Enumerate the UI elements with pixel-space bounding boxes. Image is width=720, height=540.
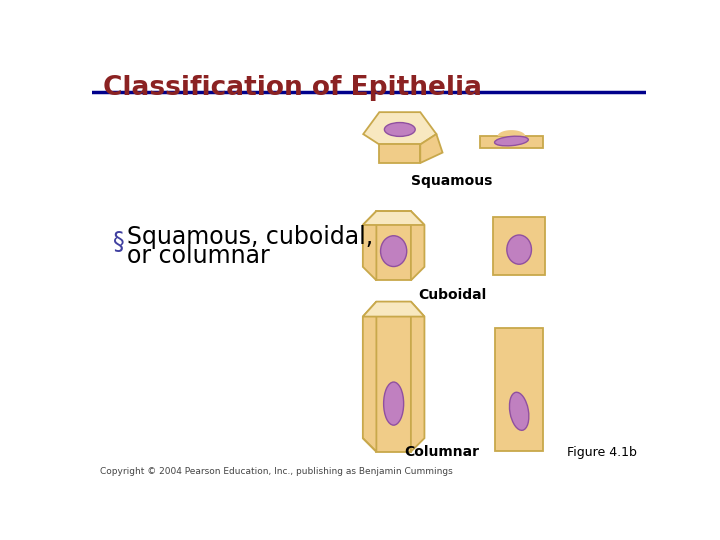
Text: Squamous, cuboidal,: Squamous, cuboidal, [127, 225, 374, 249]
Ellipse shape [384, 123, 415, 137]
Polygon shape [377, 211, 411, 280]
Text: Cuboidal: Cuboidal [418, 288, 486, 302]
Polygon shape [411, 211, 425, 280]
Text: Squamous: Squamous [411, 174, 493, 188]
Text: §: § [113, 230, 125, 254]
Polygon shape [363, 211, 425, 225]
Text: Copyright © 2004 Pearson Education, Inc., publishing as Benjamin Cummings: Copyright © 2004 Pearson Education, Inc.… [99, 467, 452, 476]
FancyBboxPatch shape [495, 328, 543, 451]
Text: Columnar: Columnar [404, 445, 479, 459]
Text: or columnar: or columnar [127, 244, 270, 268]
Ellipse shape [384, 382, 404, 425]
Ellipse shape [495, 136, 528, 146]
Polygon shape [363, 301, 377, 452]
Polygon shape [420, 134, 443, 163]
Ellipse shape [510, 392, 529, 430]
Polygon shape [363, 112, 436, 145]
Ellipse shape [381, 236, 407, 267]
Polygon shape [363, 211, 377, 280]
Polygon shape [498, 130, 526, 136]
Polygon shape [411, 301, 425, 452]
Polygon shape [363, 301, 425, 316]
FancyBboxPatch shape [493, 217, 545, 275]
Text: Classification of Epithelia: Classification of Epithelia [102, 75, 482, 101]
Polygon shape [480, 136, 543, 148]
Ellipse shape [507, 235, 531, 264]
Polygon shape [363, 438, 377, 452]
Text: Figure 4.1b: Figure 4.1b [567, 446, 637, 459]
Polygon shape [377, 301, 411, 452]
Polygon shape [379, 145, 420, 163]
